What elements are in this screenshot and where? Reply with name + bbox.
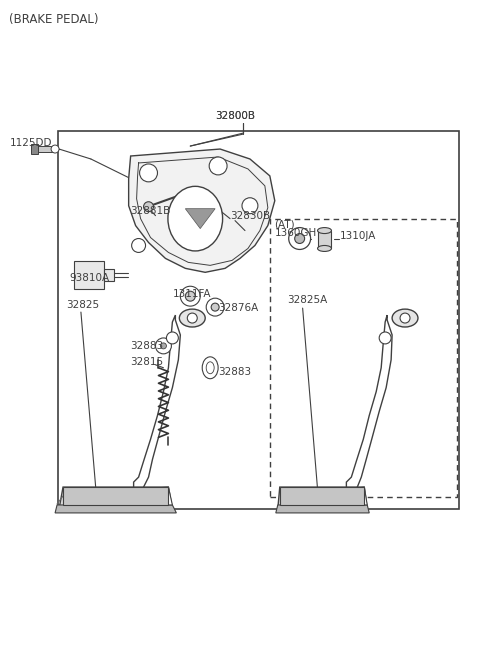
Text: 32881B: 32881B <box>131 206 171 216</box>
Circle shape <box>206 298 224 316</box>
Circle shape <box>180 286 200 306</box>
Circle shape <box>51 145 59 153</box>
Text: (AT): (AT) <box>274 220 294 230</box>
Circle shape <box>400 313 410 323</box>
Text: 32876A: 32876A <box>218 303 258 313</box>
Circle shape <box>156 338 171 354</box>
Polygon shape <box>276 505 369 513</box>
Circle shape <box>187 313 197 323</box>
Bar <box>270 218 457 497</box>
Polygon shape <box>318 230 332 249</box>
Polygon shape <box>59 487 172 509</box>
Polygon shape <box>74 261 104 289</box>
Text: 32830B: 32830B <box>230 211 270 220</box>
Polygon shape <box>347 315 392 494</box>
Polygon shape <box>349 487 367 505</box>
Text: 1310JA: 1310JA <box>339 230 376 241</box>
Ellipse shape <box>168 186 223 251</box>
Ellipse shape <box>202 357 218 379</box>
Ellipse shape <box>392 309 418 327</box>
Text: 32825A: 32825A <box>287 295 327 305</box>
Text: 93810A: 93810A <box>69 274 109 283</box>
Text: 1125DD: 1125DD <box>9 138 52 148</box>
Polygon shape <box>63 487 168 505</box>
Circle shape <box>160 343 167 349</box>
Circle shape <box>185 291 195 301</box>
Circle shape <box>242 197 258 214</box>
Text: 32825: 32825 <box>66 300 99 310</box>
Polygon shape <box>104 270 114 281</box>
Polygon shape <box>278 487 367 509</box>
Text: 32815: 32815 <box>131 357 164 367</box>
Circle shape <box>132 239 145 253</box>
Text: 32883: 32883 <box>131 341 164 351</box>
Polygon shape <box>31 146 55 152</box>
Text: 32800B: 32800B <box>215 112 255 121</box>
Text: 32883: 32883 <box>218 367 251 377</box>
Circle shape <box>288 228 311 249</box>
Polygon shape <box>55 505 176 513</box>
Polygon shape <box>280 487 364 505</box>
Circle shape <box>211 303 219 311</box>
Polygon shape <box>129 149 275 272</box>
Text: 32800B: 32800B <box>215 112 255 121</box>
Circle shape <box>295 234 305 243</box>
Circle shape <box>167 332 179 344</box>
Circle shape <box>209 157 227 175</box>
Circle shape <box>144 202 154 212</box>
Circle shape <box>140 164 157 182</box>
Text: 1360GH: 1360GH <box>275 228 317 237</box>
Text: 1311FA: 1311FA <box>172 289 211 299</box>
Ellipse shape <box>318 245 332 251</box>
Polygon shape <box>31 144 38 154</box>
Polygon shape <box>141 487 172 505</box>
Ellipse shape <box>180 309 205 327</box>
Ellipse shape <box>206 362 214 374</box>
Bar <box>58 131 459 509</box>
Polygon shape <box>185 209 215 228</box>
Circle shape <box>379 332 391 344</box>
Polygon shape <box>133 315 180 494</box>
Ellipse shape <box>318 228 332 234</box>
Text: (BRAKE PEDAL): (BRAKE PEDAL) <box>9 13 99 26</box>
